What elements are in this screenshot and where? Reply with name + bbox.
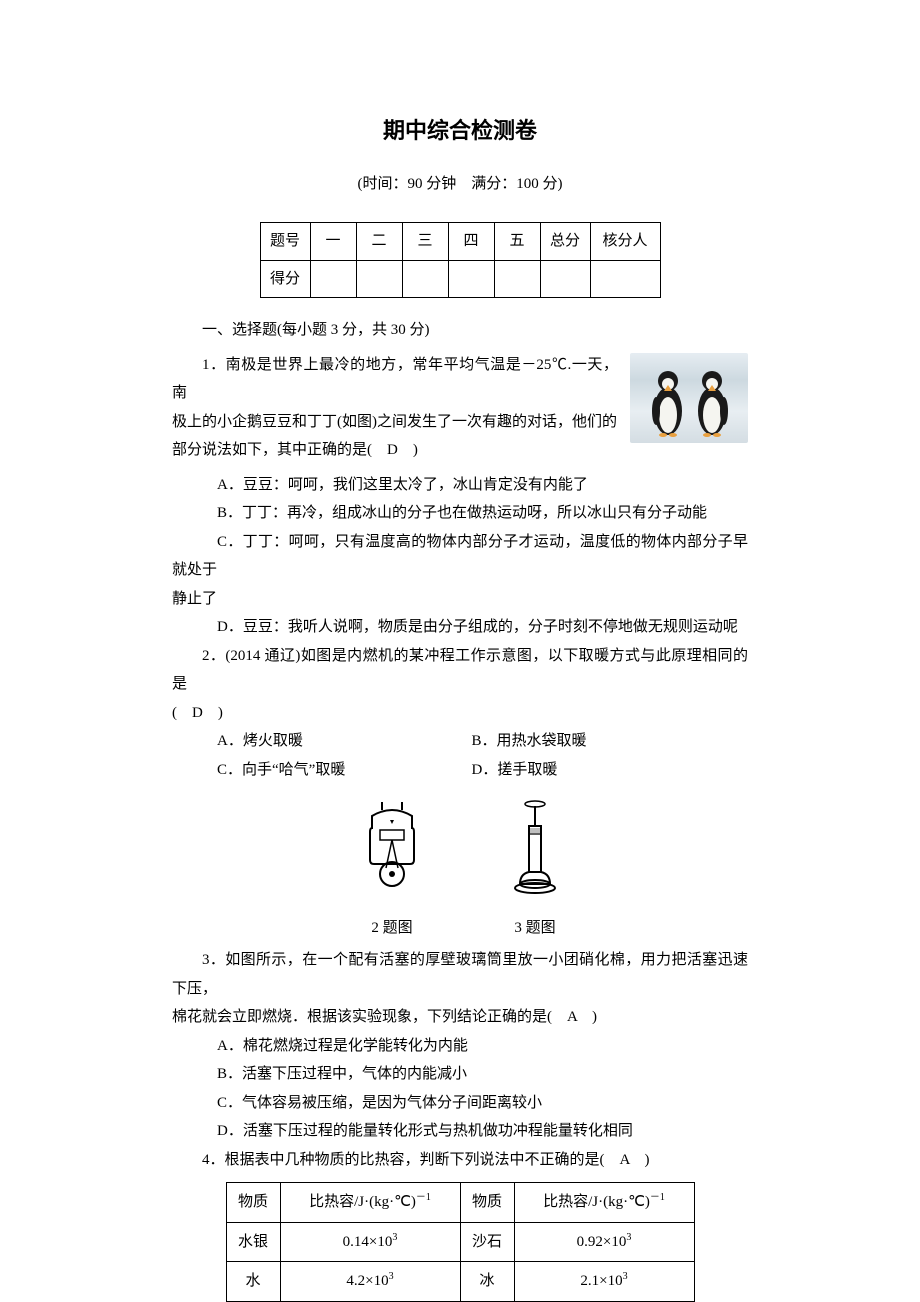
table-cell: 4.2×103 bbox=[280, 1262, 460, 1302]
figure-row: 2 题图 3 题图 bbox=[172, 798, 748, 942]
penguin-icon bbox=[692, 365, 732, 437]
option-a: A．棉花燃烧过程是化学能转化为内能 bbox=[172, 1032, 748, 1061]
question-2: 2．(2014 通辽)如图是内燃机的某冲程工作示意图，以下取暖方式与此原理相同的… bbox=[172, 642, 748, 699]
option-c: C．向手“哈气”取暖 bbox=[172, 756, 472, 785]
penguin-image bbox=[630, 353, 748, 443]
specific-heat-table: 物质 比热容/J·(kg·℃)－1 物质 比热容/J·(kg·℃)－1 水银 0… bbox=[226, 1182, 695, 1302]
table-cell: 0.92×103 bbox=[514, 1222, 694, 1262]
question-text: 部分说法如下，其中正确的是( D ) bbox=[172, 436, 618, 465]
question-text: 极上的小企鹅豆豆和丁丁(如图)之间发生了一次有趣的对话，他们的 bbox=[172, 408, 618, 437]
table-header: 比热容/J·(kg·℃)－1 bbox=[280, 1183, 460, 1223]
table-row: 物质 比热容/J·(kg·℃)－1 物质 比热容/J·(kg·℃)－1 bbox=[226, 1183, 694, 1223]
table-cell: 冰 bbox=[460, 1262, 514, 1302]
option-c-tail: 静止了 bbox=[172, 585, 748, 614]
table-row: 题号 一 二 三 四 五 总分 核分人 bbox=[260, 223, 660, 261]
option-c: C．丁丁：呵呵，只有温度高的物体内部分子才运动，温度低的物体内部分子早就处于 bbox=[172, 528, 748, 585]
table-header: 物质 bbox=[460, 1183, 514, 1223]
piston-tube-icon bbox=[512, 798, 558, 898]
table-header: 比热容/J·(kg·℃)－1 bbox=[514, 1183, 694, 1223]
table-cell: 2.1×103 bbox=[514, 1262, 694, 1302]
score-cell bbox=[402, 260, 448, 298]
score-cell bbox=[310, 260, 356, 298]
option-d: D．搓手取暖 bbox=[472, 756, 748, 785]
question-4: 4．根据表中几种物质的比热容，判断下列说法中不正确的是( A ) bbox=[172, 1146, 748, 1175]
table-cell: 沙石 bbox=[460, 1222, 514, 1262]
table-header: 物质 bbox=[226, 1183, 280, 1223]
option-b: B．用热水袋取暖 bbox=[472, 727, 748, 756]
table-row: 得分 bbox=[260, 260, 660, 298]
section-header: 一、选择题(每小题 3 分，共 30 分) bbox=[172, 316, 748, 345]
table-cell: 水 bbox=[226, 1262, 280, 1302]
score-cell bbox=[590, 260, 660, 298]
option-row: C．向手“哈气”取暖 D．搓手取暖 bbox=[172, 756, 748, 785]
option-b: B．丁丁：再冷，组成冰山的分子也在做热运动呀，所以冰山只有分子动能 bbox=[172, 499, 748, 528]
option-b: B．活塞下压过程中，气体的内能减小 bbox=[172, 1060, 748, 1089]
figure-3: 3 题图 bbox=[512, 798, 558, 942]
col-header: 总分 bbox=[540, 223, 590, 261]
table-cell: 0.14×103 bbox=[280, 1222, 460, 1262]
option-row: A．烤火取暖 B．用热水袋取暖 bbox=[172, 727, 748, 756]
score-cell bbox=[494, 260, 540, 298]
figure-2: 2 题图 bbox=[362, 798, 422, 942]
table-cell: 水银 bbox=[226, 1222, 280, 1262]
engine-icon bbox=[362, 798, 422, 898]
col-header: 三 bbox=[402, 223, 448, 261]
col-header: 五 bbox=[494, 223, 540, 261]
row-label: 得分 bbox=[260, 260, 310, 298]
question-3-tail: 棉花就会立即燃烧．根据该实验现象，下列结论正确的是( A ) bbox=[172, 1003, 748, 1032]
option-a: A．豆豆：呵呵，我们这里太冷了，冰山肯定没有内能了 bbox=[172, 471, 748, 500]
col-header: 一 bbox=[310, 223, 356, 261]
option-a: A．烤火取暖 bbox=[172, 727, 472, 756]
col-header: 四 bbox=[448, 223, 494, 261]
option-d: D．豆豆：我听人说啊，物质是由分子组成的，分子时刻不停地做无规则运动呢 bbox=[172, 613, 748, 642]
page-title: 期中综合检测卷 bbox=[172, 110, 748, 152]
option-c: C．气体容易被压缩，是因为气体分子间距离较小 bbox=[172, 1089, 748, 1118]
figure-caption: 2 题图 bbox=[362, 914, 422, 943]
col-header: 二 bbox=[356, 223, 402, 261]
page-subtitle: (时间：90 分钟 满分：100 分) bbox=[172, 170, 748, 199]
question-text: 1．南极是世界上最冷的地方，常年平均气温是－25℃.一天，南 bbox=[172, 351, 618, 408]
penguin-icon bbox=[648, 365, 688, 437]
question-1: 1．南极是世界上最冷的地方，常年平均气温是－25℃.一天，南 极上的小企鹅豆豆和… bbox=[172, 351, 748, 465]
row-label: 题号 bbox=[260, 223, 310, 261]
question-2-tail: ( D ) bbox=[172, 699, 748, 728]
score-table: 题号 一 二 三 四 五 总分 核分人 得分 bbox=[260, 222, 661, 298]
table-row: 水银 0.14×103 沙石 0.92×103 bbox=[226, 1222, 694, 1262]
col-header: 核分人 bbox=[590, 223, 660, 261]
score-cell bbox=[356, 260, 402, 298]
score-cell bbox=[448, 260, 494, 298]
option-d: D．活塞下压过程的能量转化形式与热机做功冲程能量转化相同 bbox=[172, 1117, 748, 1146]
table-row: 水 4.2×103 冰 2.1×103 bbox=[226, 1262, 694, 1302]
score-cell bbox=[540, 260, 590, 298]
figure-caption: 3 题图 bbox=[512, 914, 558, 943]
question-3: 3．如图所示，在一个配有活塞的厚壁玻璃筒里放一小团硝化棉，用力把活塞迅速下压， bbox=[172, 946, 748, 1003]
